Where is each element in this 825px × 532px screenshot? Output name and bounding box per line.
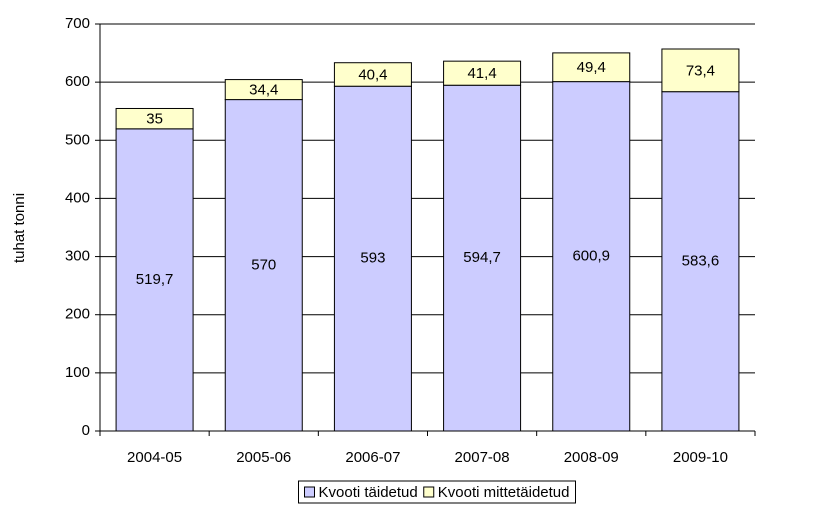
data-label: 41,4: [467, 65, 496, 82]
bar-segment: [552, 52, 631, 83]
data-label: 73,4: [686, 62, 715, 79]
x-tick-label: 2006-07: [345, 449, 400, 466]
x-tick-label: 2005-06: [236, 449, 291, 466]
y-tick-label: 200: [65, 306, 90, 323]
legend-swatch: [304, 486, 315, 498]
x-tick-label: 2008-09: [564, 449, 619, 466]
data-label: 35: [146, 111, 163, 128]
bar-segment: [333, 62, 412, 87]
x-tick-label: 2009-10: [673, 449, 728, 466]
legend-frame: [298, 480, 576, 504]
bar-segment: [661, 91, 740, 432]
bar-segment: [661, 48, 740, 93]
bar-segment: [552, 81, 631, 432]
data-label: 49,4: [577, 59, 606, 76]
y-tick-label: 300: [65, 248, 90, 265]
data-label: 519,7: [136, 271, 174, 288]
bar-segment: [224, 79, 303, 101]
data-label: 600,9: [572, 247, 610, 264]
bar-segment: [333, 85, 412, 432]
data-label: 34,4: [249, 82, 278, 99]
y-tick-label: 400: [65, 189, 90, 206]
x-tick-label: 2004-05: [127, 449, 182, 466]
bar-segment: [115, 128, 194, 432]
legend-label: Kvooti täidetud: [319, 484, 418, 501]
y-tick-label: 600: [65, 73, 90, 90]
legend-label: Kvooti mittetäidetud: [438, 484, 570, 501]
y-tick-label: 700: [65, 15, 90, 32]
y-tick-label: 100: [65, 364, 90, 381]
y-tick-label: 0: [82, 422, 90, 439]
bar-segment: [443, 60, 522, 86]
bar-segment: [224, 99, 303, 432]
y-axis-label: tuhat tonni: [11, 193, 28, 263]
bar-segment: [115, 107, 194, 130]
data-label: 583,6: [682, 252, 720, 269]
y-tick-label: 500: [65, 131, 90, 148]
data-label: 40,4: [358, 66, 387, 83]
x-tick-label: 2007-08: [455, 449, 510, 466]
legend-swatch: [423, 486, 435, 498]
data-label: 594,7: [463, 249, 501, 266]
data-label: 593: [360, 250, 385, 267]
data-label: 570: [251, 256, 276, 273]
bar-segment: [443, 84, 522, 432]
